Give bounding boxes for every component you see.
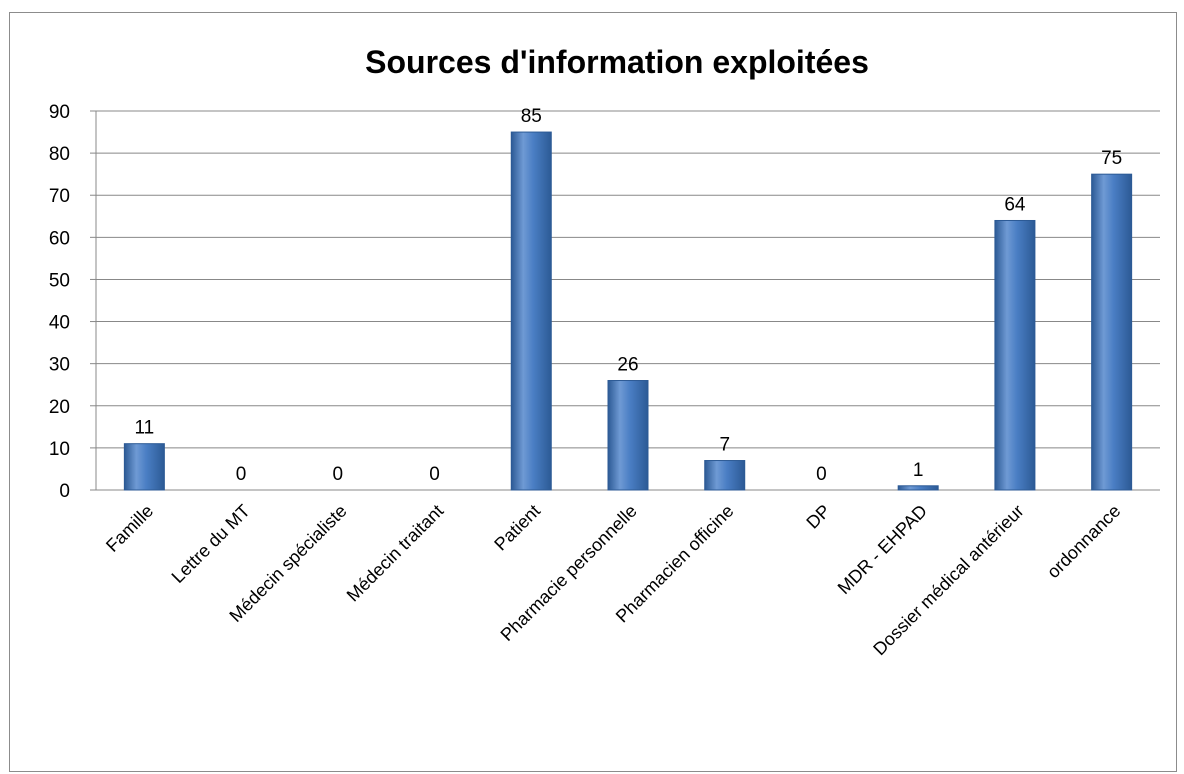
data-label: 11 — [134, 418, 154, 439]
data-labels: 11 0 0 0 85 26 7 0 1 64 75 — [134, 106, 1122, 485]
bar — [897, 485, 939, 491]
x-tick-label: Famille — [102, 501, 157, 556]
chart-title: Sources d'information exploitées — [365, 44, 869, 80]
bars — [123, 131, 1133, 491]
y-tick-label: 40 — [49, 313, 70, 334]
bar — [704, 460, 746, 491]
x-tick-label: MDR - EHPAD — [834, 501, 931, 598]
y-tick-label: 60 — [49, 228, 70, 249]
data-label: 75 — [1101, 148, 1122, 169]
data-label: 7 — [719, 435, 730, 456]
data-label: 0 — [816, 464, 827, 485]
gridlines — [90, 110, 1160, 491]
y-tick-label: 0 — [59, 481, 70, 502]
y-tick-label: 70 — [49, 186, 70, 207]
y-axis: 0 10 20 30 40 50 60 70 80 90 — [49, 102, 70, 502]
y-tick-label: 10 — [49, 439, 70, 460]
y-tick-label: 20 — [49, 397, 70, 418]
data-label: 85 — [521, 106, 542, 127]
data-label: 26 — [617, 355, 638, 376]
x-tick-label: Patient — [490, 501, 544, 555]
bar — [1091, 173, 1133, 491]
y-tick-label: 80 — [49, 144, 70, 165]
bar — [994, 219, 1036, 491]
y-tick-label: 90 — [49, 102, 70, 123]
data-label: 1 — [913, 460, 924, 481]
data-label: 0 — [236, 464, 247, 485]
chart-frame — [9, 12, 1177, 772]
data-label: 64 — [1004, 194, 1026, 215]
x-tick-label: Lettre du MT — [168, 501, 254, 587]
x-tick-label: ordonnance — [1043, 501, 1124, 582]
x-tick-label: Médecin traitant — [343, 501, 448, 606]
bar — [510, 131, 552, 491]
bar — [123, 443, 165, 491]
x-tick-label: DP — [802, 501, 834, 533]
y-tick-label: 50 — [49, 270, 70, 291]
data-label: 0 — [429, 464, 440, 485]
y-tick-label: 30 — [49, 355, 70, 376]
data-label: 0 — [333, 464, 344, 485]
bar — [607, 380, 649, 491]
